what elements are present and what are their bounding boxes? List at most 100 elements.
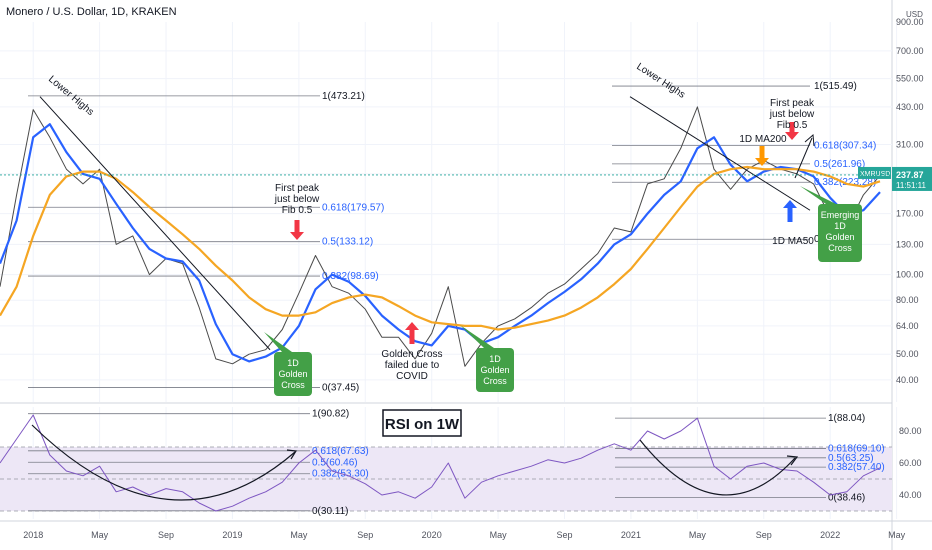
time-tick-label: 2022 <box>820 530 840 540</box>
callout-text: Golden <box>825 232 854 242</box>
arrowhead <box>786 455 799 466</box>
rsi-arc-left <box>31 424 296 501</box>
time-tick-label: Sep <box>756 530 772 540</box>
rsi-fib-right-level-label: 0.382(57.40) <box>828 462 885 473</box>
callout-text: Golden <box>278 369 307 379</box>
first-peak-label-left: just below <box>274 194 320 205</box>
rsi-tick-label: 60.00 <box>899 458 922 468</box>
first-peak-label-right: just below <box>769 109 815 120</box>
current-price: 237.87 <box>896 170 924 180</box>
price-tick-label: 100.00 <box>896 270 924 280</box>
rsi-fib-right-level-label: 0.5(63.25) <box>828 453 874 464</box>
series-line-xmrusd <box>0 106 881 367</box>
callout-tail <box>460 325 494 348</box>
rsi-fib-right-level-label: 1(88.04) <box>828 413 865 424</box>
red-arrow-right <box>785 122 799 140</box>
covid-note: Golden Cross <box>381 349 442 360</box>
price-tick-label: 310.00 <box>896 140 924 150</box>
arrow-head <box>783 200 797 208</box>
callout-box <box>818 204 862 262</box>
arrow-shaft <box>787 207 793 222</box>
fib-left-level-label: 0.5(133.12) <box>322 237 373 248</box>
lower-highs-line-right <box>629 96 811 211</box>
arrowhead <box>804 133 815 147</box>
ma50-label: 1D MA50 <box>772 236 814 247</box>
red-arrow-covid <box>405 322 419 344</box>
arrowhead <box>286 449 298 460</box>
symbol-tag: XMRUSD <box>858 166 891 179</box>
series-line-rsi <box>0 414 881 512</box>
symbol-tag-bg <box>858 166 891 179</box>
fib-right-level-label: 1(515.49) <box>814 81 857 92</box>
rsi-tick-label: 40.00 <box>899 490 922 500</box>
time-tick-label: May <box>290 530 308 540</box>
first-peak-label-right: First peak <box>770 98 815 109</box>
lower-highs-line-left <box>39 96 271 351</box>
time-tick-label: Sep <box>357 530 373 540</box>
arrow-shaft <box>294 220 300 233</box>
price-tick-label: 40.00 <box>896 375 919 385</box>
callout-tail <box>264 332 292 352</box>
callout-tail <box>800 186 836 204</box>
price-tick-label: 170.00 <box>896 209 924 219</box>
price-tick-label: 50.00 <box>896 349 919 359</box>
rsi-fib-left-level-label: 1(90.82) <box>312 409 349 420</box>
rsi-box-frame <box>382 409 462 437</box>
rsi-fib-left-level-label: 0(30.11) <box>312 506 349 517</box>
price-tag-bg <box>892 166 932 191</box>
first-peak-label-left: Fib 0.5 <box>282 205 313 216</box>
rsi-fib-left-level-label: 0.5(60.46) <box>312 457 358 468</box>
callout-box <box>274 352 312 396</box>
unit-label: USD <box>906 10 923 19</box>
fib-right-level-label: 0.618(307.34) <box>814 141 876 152</box>
callout-text: Golden <box>480 365 509 375</box>
rsi-title-box: RSI on 1W <box>382 409 462 437</box>
time-tick-label: Sep <box>158 530 174 540</box>
arrow-shaft <box>409 329 415 344</box>
rsi-tick-label: 80.00 <box>899 426 922 436</box>
orange-arrow-ma200 <box>755 146 769 166</box>
price-tick-label: 430.00 <box>896 102 924 112</box>
fib-left-level-label: 0(37.45) <box>322 382 359 393</box>
chart-title: Monero / U.S. Dollar, 1D, KRAKEN <box>6 6 177 18</box>
fib-right-level-label: 0.5(261.96) <box>814 159 865 170</box>
fib-left-level-label: 1(473.21) <box>322 91 365 102</box>
callout-text: 1D <box>834 221 846 231</box>
callout-text: 1D <box>287 358 299 368</box>
first-peak-label-right: Fib 0.5 <box>777 120 808 131</box>
rsi-fib-right-level-label: 0(38.46) <box>828 492 865 503</box>
arrow-head <box>405 322 419 330</box>
arrow-shaft <box>789 122 795 133</box>
callout-text: Emerging <box>821 210 860 220</box>
callout-box <box>476 348 514 392</box>
series-line-1d-ma200 <box>0 165 881 331</box>
arrow-head <box>755 158 769 166</box>
price-tick-label: 550.00 <box>896 74 924 84</box>
time-tick-label: 2021 <box>621 530 641 540</box>
ma200-label: 1D MA200 <box>739 134 787 145</box>
rsi-fib-left-level-label: 0.618(67.63) <box>312 446 369 457</box>
arrow-shaft <box>759 146 765 159</box>
time-tick-label: May <box>91 530 109 540</box>
price-tick-label: 700.00 <box>896 46 924 56</box>
callout-text: Cross <box>828 243 852 253</box>
blue-arrow-ma50 <box>783 200 797 222</box>
rsi-fib-right-level-label: 0.618(69.10) <box>828 443 885 454</box>
series-line-1d-ma50 <box>0 123 881 363</box>
price-tick-label: 130.00 <box>896 239 924 249</box>
first-peak-label-left: First peak <box>275 183 320 194</box>
rsi-box-label: RSI on 1W <box>385 416 460 433</box>
callout-text: 1D <box>489 354 501 364</box>
fib-left-level-label: 0.618(179.57) <box>322 202 384 213</box>
red-arrow-left <box>290 220 304 240</box>
time-tick-label: 2019 <box>222 530 242 540</box>
time-tick-label: May <box>888 530 906 540</box>
rsi-arc-right <box>639 439 796 496</box>
rsi-fib-left-level-label: 0.382(53.30) <box>312 469 369 480</box>
countdown: 11:51:11 <box>896 181 927 190</box>
